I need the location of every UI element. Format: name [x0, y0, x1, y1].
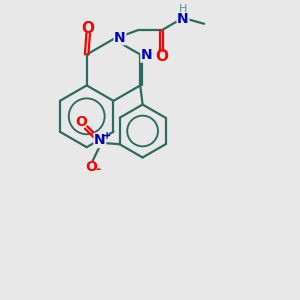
Text: +: + — [103, 131, 111, 141]
Text: N: N — [94, 134, 106, 147]
Text: N: N — [177, 12, 189, 26]
Text: N: N — [114, 31, 126, 45]
Text: O: O — [155, 49, 168, 64]
Text: N: N — [141, 48, 152, 62]
Text: O: O — [76, 115, 88, 129]
Text: H: H — [179, 4, 188, 14]
Text: O: O — [82, 20, 95, 35]
Text: O: O — [85, 160, 97, 174]
Text: -: - — [95, 163, 101, 176]
